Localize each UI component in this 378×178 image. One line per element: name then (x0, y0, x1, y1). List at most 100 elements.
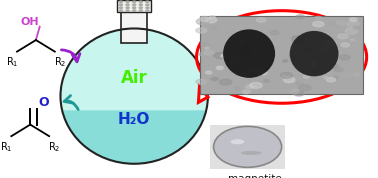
Circle shape (245, 47, 249, 49)
Circle shape (296, 15, 305, 19)
Circle shape (253, 69, 265, 74)
Circle shape (284, 77, 295, 83)
Circle shape (333, 76, 338, 79)
Text: R$_2$: R$_2$ (48, 140, 60, 154)
Circle shape (350, 18, 357, 21)
Circle shape (291, 36, 305, 42)
Circle shape (246, 52, 253, 55)
Text: O: O (39, 96, 49, 109)
Circle shape (353, 26, 361, 29)
Text: R$_2$: R$_2$ (54, 55, 66, 69)
Polygon shape (60, 96, 208, 164)
Circle shape (201, 42, 210, 47)
Circle shape (204, 50, 214, 55)
Circle shape (334, 67, 343, 72)
Circle shape (327, 72, 332, 74)
Circle shape (327, 78, 336, 82)
Circle shape (196, 79, 206, 84)
Circle shape (343, 43, 350, 46)
Text: H₂O: H₂O (118, 112, 150, 127)
Circle shape (256, 18, 266, 22)
Polygon shape (198, 87, 208, 102)
Circle shape (324, 41, 336, 46)
Circle shape (290, 89, 299, 94)
Circle shape (212, 28, 218, 30)
Circle shape (246, 67, 256, 71)
Circle shape (264, 79, 270, 82)
Circle shape (353, 73, 360, 76)
Circle shape (133, 1, 136, 2)
Circle shape (240, 74, 247, 77)
Circle shape (294, 91, 304, 96)
Circle shape (119, 1, 122, 2)
Circle shape (350, 39, 355, 41)
Circle shape (270, 31, 279, 35)
Circle shape (347, 21, 359, 27)
Circle shape (146, 10, 149, 11)
Circle shape (294, 89, 299, 92)
Circle shape (298, 85, 311, 91)
Ellipse shape (214, 126, 282, 167)
Circle shape (139, 4, 142, 6)
Circle shape (243, 91, 249, 94)
FancyArrowPatch shape (61, 50, 80, 62)
Circle shape (304, 48, 311, 52)
Circle shape (329, 23, 334, 25)
Circle shape (281, 75, 286, 78)
Circle shape (205, 47, 209, 49)
Circle shape (313, 21, 324, 27)
Circle shape (133, 10, 136, 11)
Circle shape (238, 40, 247, 44)
Circle shape (146, 4, 149, 6)
Ellipse shape (231, 139, 244, 144)
Circle shape (330, 64, 339, 68)
Bar (117, 0, 151, 12)
Circle shape (119, 10, 122, 11)
Circle shape (249, 83, 262, 88)
Circle shape (296, 82, 304, 85)
Circle shape (320, 48, 328, 52)
Circle shape (246, 85, 254, 89)
Circle shape (278, 36, 291, 42)
Circle shape (196, 28, 207, 33)
Circle shape (323, 76, 328, 78)
Circle shape (126, 10, 129, 11)
Circle shape (231, 58, 243, 64)
Circle shape (126, 7, 129, 8)
Text: R$_1$: R$_1$ (6, 55, 19, 69)
Circle shape (126, 4, 129, 6)
Circle shape (342, 67, 347, 69)
Circle shape (289, 53, 299, 58)
Ellipse shape (241, 151, 261, 155)
Circle shape (304, 32, 315, 37)
Text: Air: Air (121, 69, 147, 87)
Text: magnetite: magnetite (228, 174, 282, 178)
Circle shape (345, 28, 358, 34)
Circle shape (339, 55, 350, 60)
Ellipse shape (223, 29, 275, 78)
Circle shape (133, 7, 136, 8)
Circle shape (338, 34, 348, 39)
Circle shape (323, 87, 328, 90)
Circle shape (198, 53, 204, 56)
Circle shape (139, 1, 142, 2)
Circle shape (220, 79, 232, 85)
Ellipse shape (290, 31, 339, 76)
Circle shape (205, 17, 217, 23)
Circle shape (337, 21, 345, 25)
Circle shape (235, 87, 240, 90)
Bar (121, 12, 147, 43)
Circle shape (209, 16, 215, 18)
Circle shape (260, 71, 267, 75)
Circle shape (247, 33, 259, 39)
Circle shape (214, 53, 226, 59)
Circle shape (211, 77, 218, 81)
FancyArrowPatch shape (64, 96, 78, 110)
Circle shape (242, 89, 251, 93)
Circle shape (221, 54, 227, 57)
Circle shape (133, 4, 136, 6)
Bar (200, 16, 363, 94)
Circle shape (119, 7, 122, 8)
Circle shape (341, 43, 350, 47)
Circle shape (139, 7, 142, 8)
